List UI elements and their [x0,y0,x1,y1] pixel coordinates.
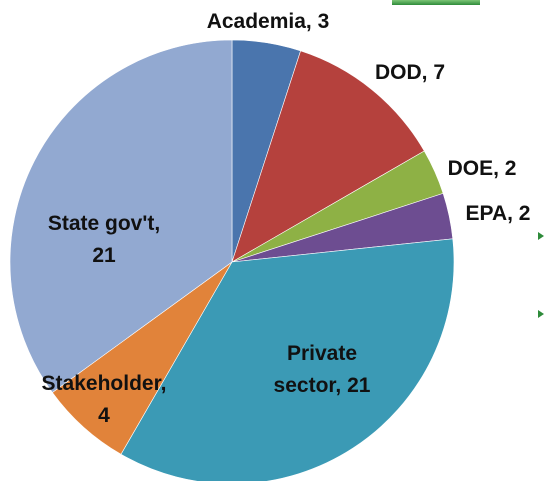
slice-label-state-gov-t: State gov't, 21 [48,212,160,267]
slice-label-line: Stakeholder, [42,372,167,395]
pie-slice-dod [231,50,425,263]
slice-label-academia: Academia, 3 [207,10,330,33]
slice-label-doe: DOE, 2 [448,157,517,180]
pie-slice-private-sector [120,238,455,481]
bullet-arrow-2 [538,310,544,318]
slice-label-line: DOD, 7 [375,61,445,84]
slice-label-line: Private [287,342,357,365]
bullet-arrow-1 [538,232,544,240]
pie-slice-state-gov-t [9,39,233,393]
slide-accent-bar [392,0,480,5]
slice-label-epa: EPA, 2 [466,202,531,225]
slice-label-dod: DOD, 7 [375,61,445,84]
slice-label-line: DOE, 2 [448,157,517,180]
slice-label-stakeholder: Stakeholder, 4 [42,372,167,427]
slice-label-line: 21 [92,244,116,267]
slice-label-private-sector: Private sector, 21 [274,342,371,397]
slice-label-line: 4 [98,404,110,427]
slice-label-line: Academia, 3 [207,10,330,33]
slice-label-line: State gov't, [48,212,160,235]
slice-label-line: EPA, 2 [466,202,531,225]
slice-label-line: sector, 21 [274,374,371,397]
